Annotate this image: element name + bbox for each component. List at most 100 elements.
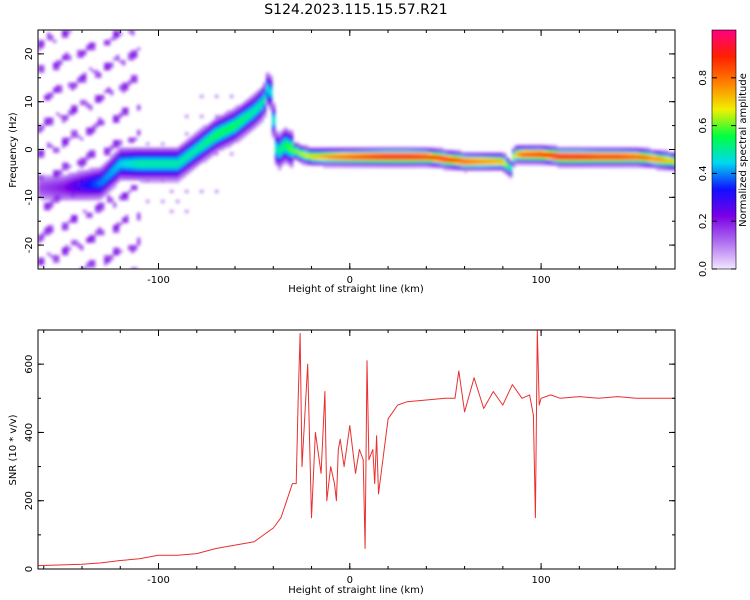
heatmap-cell (86, 45, 90, 48)
heatmap-cell (338, 162, 342, 166)
heatmap-cell (317, 162, 321, 166)
heatmap-cell (131, 155, 135, 158)
heatmap-cell (65, 177, 69, 181)
heatmap-cell (230, 110, 234, 113)
heatmap-cell (371, 147, 375, 151)
heatmap-cell (329, 147, 333, 151)
heatmap-cell (257, 102, 261, 106)
heatmap-cell (272, 112, 276, 116)
heatmap-cell (251, 110, 255, 113)
heatmap-cell (557, 162, 561, 166)
heatmap-cell (443, 152, 447, 156)
heatmap-cell (179, 175, 183, 178)
heatmap-cell (473, 165, 477, 168)
heatmap-cell (119, 152, 123, 156)
heatmap-cell (116, 155, 120, 158)
heatmap-cell (557, 152, 561, 156)
heatmap-cell (113, 252, 117, 256)
heatmap-cell (464, 155, 468, 158)
heatmap-cell (47, 192, 51, 196)
heatmap-cell (287, 162, 291, 166)
heatmap-cell (188, 140, 192, 143)
heatmap-cell (443, 155, 447, 158)
heatmap-cell (527, 145, 531, 148)
heatmap-cell (467, 152, 471, 156)
heatmap-cell (107, 255, 111, 258)
heatmap-cell (449, 162, 453, 166)
heatmap-cell (149, 162, 153, 166)
heatmap-cell (623, 155, 627, 158)
heatmap-cell (662, 160, 666, 163)
heatmap-cell (140, 180, 144, 183)
heatmap-cell (644, 165, 648, 168)
heatmap-cell (662, 167, 666, 171)
heatmap-cell (296, 152, 300, 156)
heatmap-cell (419, 162, 423, 166)
heatmap-cell (107, 180, 111, 183)
heatmap-cell (47, 35, 51, 38)
heatmap-cell (128, 147, 132, 151)
heatmap-cell (230, 112, 234, 116)
heatmap-cell (107, 167, 111, 171)
heatmap-cell (80, 245, 84, 248)
heatmap-cell (68, 180, 72, 183)
heatmap-cell (95, 100, 99, 103)
heatmap-cell (629, 160, 633, 163)
heatmap-cell (47, 232, 51, 236)
heatmap-cell (200, 145, 204, 148)
heatmap-cell (560, 165, 564, 168)
heatmap-cell (233, 107, 237, 111)
heatmap-cell (248, 110, 252, 113)
heatmap-cell (65, 222, 69, 226)
heatmap-cell (644, 150, 648, 153)
heatmap-cell (56, 195, 60, 198)
heatmap-cell (182, 142, 186, 146)
heatmap-cell (71, 82, 75, 86)
heatmap-cell (308, 162, 312, 166)
heatmap-cell (485, 152, 489, 156)
heatmap-cell (503, 160, 507, 163)
heatmap-cell (143, 152, 147, 156)
heatmap-cell (164, 180, 168, 183)
heatmap-cell (221, 117, 225, 121)
heatmap-cell (428, 155, 432, 158)
heatmap-cell (146, 180, 150, 183)
heatmap-cell (47, 225, 51, 228)
heatmap-cell (296, 157, 300, 161)
heatmap-cell (173, 155, 177, 158)
heatmap-cell (278, 132, 282, 136)
heatmap-cell (71, 187, 75, 191)
heatmap-cell (203, 130, 207, 133)
heatmap-cell (134, 155, 138, 158)
heatmap-cell (374, 162, 378, 166)
heatmap-cell (41, 150, 45, 153)
heatmap-cell (227, 112, 231, 116)
heatmap-cell (209, 125, 213, 128)
heatmap-cell (491, 167, 495, 171)
heatmap-cell (551, 155, 555, 158)
heatmap-cell (512, 162, 516, 166)
heatmap-cell (206, 145, 210, 148)
heatmap-cell (89, 237, 93, 241)
heatmap-cell (335, 155, 339, 158)
heatmap-cell (659, 155, 663, 158)
heatmap-cell (458, 157, 462, 161)
heatmap-cell (449, 165, 453, 168)
heatmap-cell (92, 185, 96, 188)
heatmap-cell (116, 225, 120, 228)
heatmap-cell (188, 170, 192, 173)
heatmap-cell (338, 165, 342, 168)
heatmap-cell (383, 162, 387, 166)
heatmap-cell (77, 242, 81, 246)
heatmap-cell (41, 232, 45, 236)
heatmap-cell (137, 107, 141, 111)
heatmap-cell (188, 167, 192, 171)
heatmap-cell (404, 165, 408, 168)
heatmap-cell (86, 177, 90, 181)
heatmap-cell (347, 155, 351, 158)
heatmap-cell (626, 155, 630, 158)
heatmap-cell (173, 170, 177, 173)
heatmap-cell (533, 150, 537, 153)
heatmap-cell (431, 162, 435, 166)
heatmap-cell (263, 82, 267, 86)
